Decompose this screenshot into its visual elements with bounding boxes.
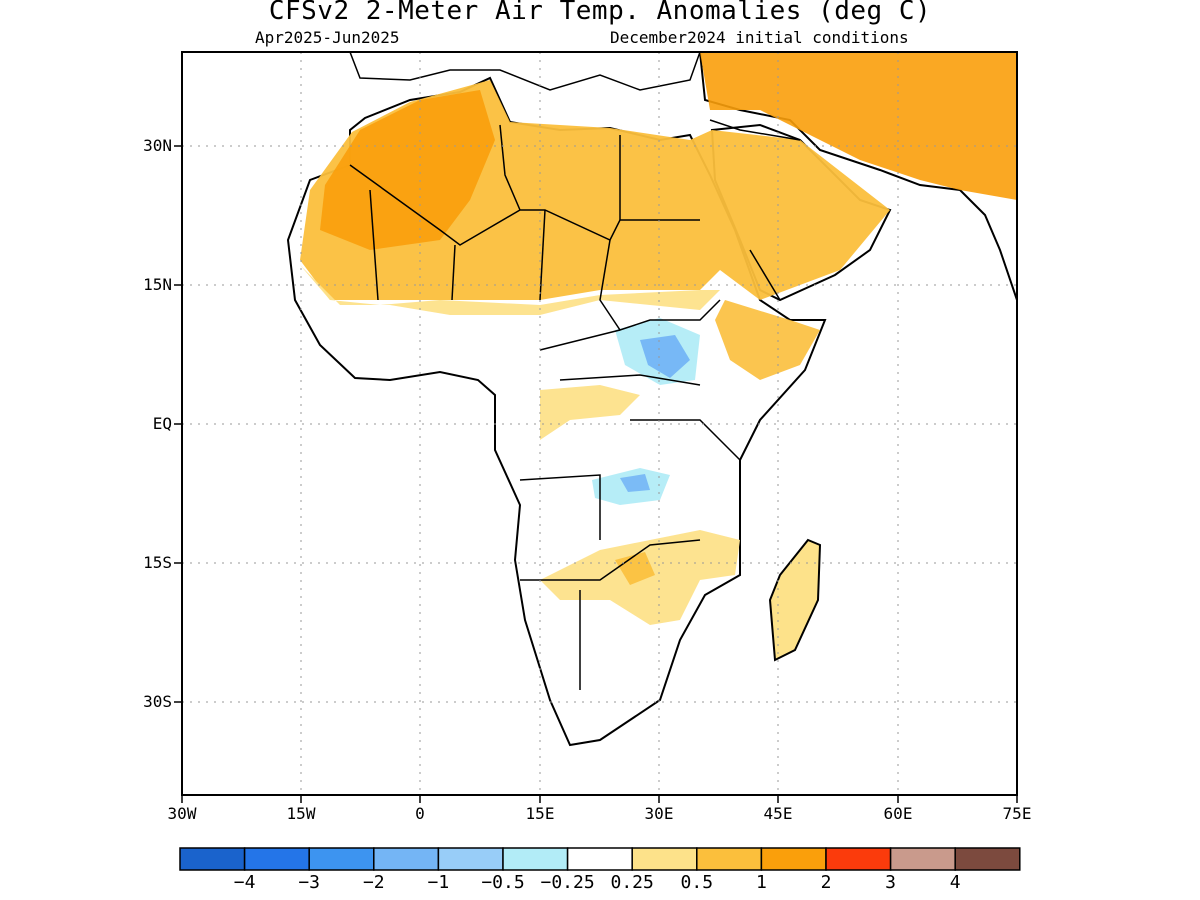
colorbar-label: −3 (298, 872, 321, 893)
colorbar-swatch (760, 847, 827, 871)
lon-label: 30W (167, 804, 197, 823)
colorbar-label: 3 (885, 872, 897, 893)
lat-label: 30N (143, 136, 172, 155)
axis-ticks (174, 145, 1018, 803)
colorbar-swatch (373, 847, 440, 871)
initial-conditions: December2024 initial conditions (610, 28, 909, 47)
colorbar-swatch (179, 847, 246, 871)
lat-label: 15N (143, 275, 172, 294)
lon-label: 60E (883, 804, 913, 823)
colorbar-swatch (566, 847, 633, 871)
lat-label: 30S (143, 692, 172, 711)
lat-label: 15S (143, 553, 172, 572)
colorbar-label: 4 (949, 872, 961, 893)
colorbar-swatch (825, 847, 892, 871)
colorbar-label: 0.5 (680, 872, 714, 893)
colorbar-label: 0.25 (610, 872, 654, 893)
colorbar-swatch (954, 847, 1021, 871)
colorbar-label: −0.5 (481, 872, 525, 893)
country-borders (349, 119, 801, 690)
lon-label: 15E (525, 804, 555, 823)
colorbar-swatch (502, 847, 569, 871)
map-title: CFSv2 2-Meter Air Temp. Anomalies (deg C… (268, 0, 932, 26)
map-area (286, 52, 1017, 747)
lon-label: 0 (415, 804, 425, 823)
colorbar-swatch (696, 847, 763, 871)
lon-label: 15W (286, 804, 316, 823)
colorbar-swatch (243, 847, 310, 871)
lon-label: 45E (763, 804, 793, 823)
colorbar-swatch (437, 847, 504, 871)
grid-lines (182, 52, 1017, 795)
colorbar-swatch (308, 847, 375, 871)
forecast-period: Apr2025-Jun2025 (255, 28, 400, 47)
colorbar-label: −1 (427, 872, 450, 893)
colorbar-label: 1 (755, 872, 767, 893)
madagascar-landmass (768, 538, 822, 662)
colorbar-label: −2 (362, 872, 385, 893)
lon-label: 30E (644, 804, 674, 823)
colorbar (179, 847, 1021, 871)
lat-label: EQ (152, 414, 172, 433)
lon-label: 75E (1002, 804, 1032, 823)
colorbar-label: 2 (820, 872, 832, 893)
europe-landmass (349, 52, 701, 91)
colorbar-label: −0.25 (540, 872, 595, 893)
colorbar-swatch (889, 847, 956, 871)
colorbar-swatch (631, 847, 698, 871)
colorbar-label: −4 (233, 872, 256, 893)
